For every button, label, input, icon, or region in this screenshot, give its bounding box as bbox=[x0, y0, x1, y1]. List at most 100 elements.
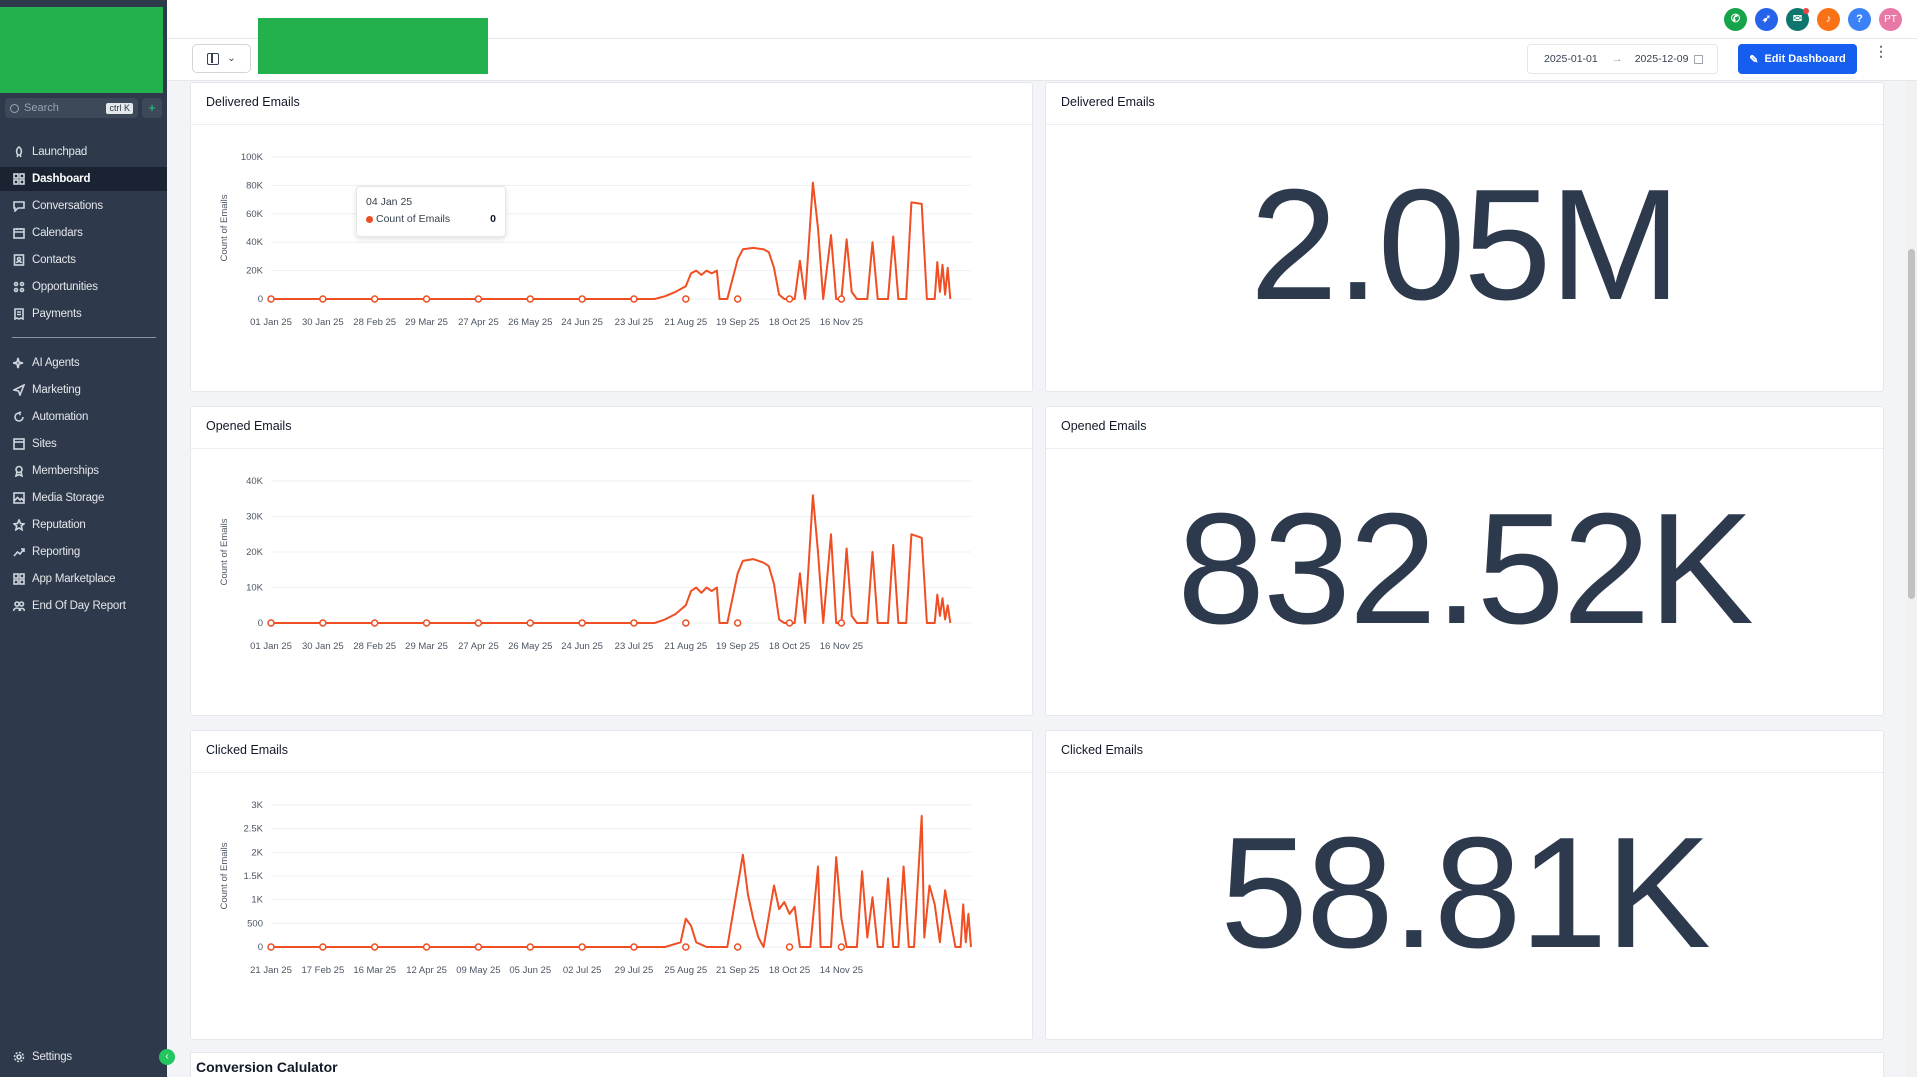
opportunities-icon bbox=[12, 281, 25, 294]
sidebar-item-label: Launchpad bbox=[32, 146, 88, 158]
card-divider bbox=[1046, 124, 1883, 125]
card-title: Clicked Emails bbox=[1061, 743, 1143, 757]
data-point[interactable] bbox=[267, 943, 275, 951]
avatar[interactable]: PT bbox=[1879, 8, 1902, 31]
data-point[interactable] bbox=[837, 295, 846, 303]
sidebar-item-end-of-day-report[interactable]: End Of Day Report bbox=[0, 594, 167, 618]
date-start: 2025-01-01 bbox=[1544, 53, 1598, 65]
data-point[interactable] bbox=[682, 943, 690, 951]
scrollbar-thumb[interactable] bbox=[1908, 249, 1915, 599]
date-end: 2025-12-09 bbox=[1634, 53, 1689, 65]
y-tick-label: 1K bbox=[251, 895, 263, 906]
data-point[interactable] bbox=[785, 619, 794, 627]
data-point[interactable] bbox=[578, 619, 586, 627]
sites-icon bbox=[12, 438, 25, 451]
data-point[interactable] bbox=[578, 943, 586, 951]
series-line bbox=[271, 181, 952, 300]
sidebar-item-calendars[interactable]: Calendars bbox=[0, 221, 167, 245]
sidebar-item-media-storage[interactable]: Media Storage bbox=[0, 486, 167, 510]
data-point[interactable] bbox=[578, 295, 586, 303]
x-tick-label: 26 May 25 bbox=[508, 317, 552, 328]
layout-dropdown[interactable]: ⌄ bbox=[192, 44, 251, 73]
sidebar-item-label: Payments bbox=[32, 308, 82, 320]
data-point[interactable] bbox=[474, 943, 483, 951]
data-point[interactable] bbox=[785, 943, 794, 951]
sidebar-item-opportunities[interactable]: Opportunities bbox=[0, 275, 167, 299]
data-point[interactable] bbox=[319, 619, 327, 627]
rocket-icon[interactable]: ➶ bbox=[1755, 8, 1778, 31]
x-tick-label: 29 Mar 25 bbox=[405, 317, 448, 328]
sidebar-item-automation[interactable]: Automation bbox=[0, 405, 167, 429]
series-dot bbox=[366, 216, 373, 223]
sidebar-item-reputation[interactable]: Reputation bbox=[0, 513, 167, 537]
data-point[interactable] bbox=[526, 943, 535, 951]
notification-dot bbox=[1803, 8, 1809, 14]
date-range-picker[interactable]: 2025-01-01 → 2025-12-09 bbox=[1527, 44, 1718, 74]
help-button[interactable]: ? bbox=[1848, 8, 1871, 31]
sidebar-item-payments[interactable]: Payments bbox=[0, 302, 167, 326]
bell-icon[interactable]: ♪ bbox=[1817, 8, 1840, 31]
data-point[interactable] bbox=[682, 619, 690, 627]
data-point[interactable] bbox=[267, 619, 275, 627]
sidebar-item-conversations[interactable]: Conversations bbox=[0, 194, 167, 218]
data-point[interactable] bbox=[630, 619, 638, 627]
search-input[interactable]: Search ctrl K bbox=[5, 98, 138, 118]
x-tick-label: 16 Nov 25 bbox=[820, 317, 863, 328]
data-point[interactable] bbox=[837, 943, 846, 951]
data-point[interactable] bbox=[630, 943, 638, 951]
brand-logo[interactable] bbox=[0, 7, 163, 93]
send-icon bbox=[12, 384, 25, 397]
sidebar-item-launchpad[interactable]: Launchpad bbox=[0, 140, 167, 164]
data-point[interactable] bbox=[422, 943, 431, 951]
stat-value: 58.81K bbox=[1220, 805, 1711, 981]
x-tick-label: 19 Sep 25 bbox=[716, 641, 759, 652]
data-point[interactable] bbox=[630, 295, 638, 303]
data-point[interactable] bbox=[422, 619, 431, 627]
data-point[interactable] bbox=[837, 619, 846, 627]
x-tick-label: 27 Apr 25 bbox=[458, 641, 499, 652]
delivered-emails-stat-card: Delivered Emails 2.05M bbox=[1045, 82, 1884, 392]
data-point[interactable] bbox=[370, 619, 379, 627]
sidebar-item-label: Calendars bbox=[32, 227, 83, 239]
data-point[interactable] bbox=[370, 295, 379, 303]
data-point[interactable] bbox=[370, 943, 379, 951]
search-shortcut: ctrl K bbox=[106, 102, 133, 114]
data-point[interactable] bbox=[785, 295, 794, 303]
data-point[interactable] bbox=[474, 295, 483, 303]
sidebar-item-dashboard[interactable]: Dashboard bbox=[0, 167, 167, 191]
more-options-button[interactable]: ⋮ bbox=[1874, 43, 1888, 59]
search-placeholder: Search bbox=[24, 102, 59, 114]
y-tick-label: 60K bbox=[246, 209, 264, 220]
data-point[interactable] bbox=[474, 619, 483, 627]
data-point[interactable] bbox=[526, 295, 535, 303]
sidebar-item-settings[interactable]: Settings bbox=[0, 1045, 167, 1069]
megaphone-icon[interactable]: ✉ bbox=[1786, 8, 1809, 31]
data-point[interactable] bbox=[526, 619, 535, 627]
data-point[interactable] bbox=[682, 295, 690, 303]
series-line bbox=[271, 494, 952, 624]
data-point[interactable] bbox=[733, 295, 742, 303]
sidebar-item-label: Contacts bbox=[32, 254, 76, 266]
opened-emails-stat-card: Opened Emails 832.52K bbox=[1045, 406, 1884, 716]
card-divider bbox=[191, 772, 1032, 773]
sidebar-item-sites[interactable]: Sites bbox=[0, 432, 167, 456]
data-point[interactable] bbox=[733, 943, 742, 951]
card-title: Clicked Emails bbox=[206, 743, 288, 757]
quick-add-button[interactable]: + bbox=[142, 98, 162, 118]
sidebar-item-contacts[interactable]: Contacts bbox=[0, 248, 167, 272]
sidebar-item-app-marketplace[interactable]: App Marketplace bbox=[0, 567, 167, 591]
sparkle-icon bbox=[12, 357, 25, 370]
collapse-sidebar-button[interactable]: ‹ bbox=[159, 1049, 175, 1065]
sidebar-item-ai-agents[interactable]: AI Agents bbox=[0, 351, 167, 375]
sidebar-item-reporting[interactable]: Reporting bbox=[0, 540, 167, 564]
edit-dashboard-button[interactable]: ✎ Edit Dashboard bbox=[1738, 44, 1857, 74]
data-point[interactable] bbox=[422, 295, 431, 303]
data-point[interactable] bbox=[267, 295, 275, 303]
phone-icon[interactable]: ✆ bbox=[1724, 8, 1747, 31]
page-scrollbar[interactable] bbox=[1906, 81, 1917, 1077]
data-point[interactable] bbox=[733, 619, 742, 627]
data-point[interactable] bbox=[319, 295, 327, 303]
sidebar-item-memberships[interactable]: Memberships bbox=[0, 459, 167, 483]
data-point[interactable] bbox=[319, 943, 327, 951]
sidebar-item-marketing[interactable]: Marketing bbox=[0, 378, 167, 402]
